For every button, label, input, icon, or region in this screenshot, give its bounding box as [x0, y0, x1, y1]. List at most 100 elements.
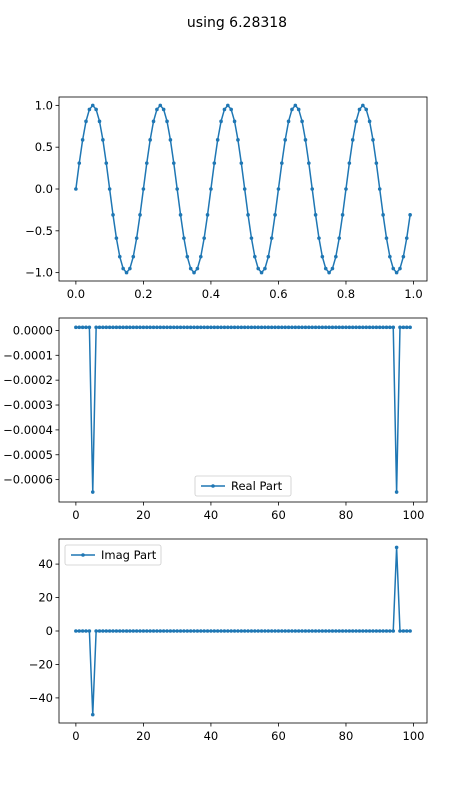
data-point	[94, 107, 98, 112]
data-point	[90, 490, 95, 494]
data-point	[101, 629, 105, 633]
data-point	[347, 161, 352, 165]
data-point	[344, 629, 348, 633]
data-point	[391, 629, 396, 633]
data-point	[134, 236, 139, 240]
data-point	[202, 325, 206, 330]
data-point	[263, 629, 267, 633]
y-tick-label: −0.0002	[3, 373, 53, 387]
data-point	[374, 629, 379, 633]
data-point	[398, 266, 402, 271]
data-point	[114, 236, 119, 240]
data-point	[226, 325, 230, 330]
data-point	[266, 629, 271, 633]
data-point	[334, 325, 338, 330]
data-point	[280, 325, 284, 330]
y-tick-label: 0	[46, 624, 53, 638]
data-point	[327, 629, 331, 633]
legend-box	[64, 544, 162, 566]
data-point	[313, 325, 318, 330]
data-point	[320, 254, 325, 259]
data-point	[128, 266, 132, 271]
data-point	[361, 103, 365, 108]
data-point	[111, 213, 115, 217]
data-point	[198, 629, 203, 633]
data-point	[391, 325, 396, 330]
data-point	[249, 629, 254, 633]
data-point	[269, 236, 274, 240]
data-point	[188, 325, 193, 330]
data-point	[134, 325, 139, 330]
data-point	[97, 119, 102, 124]
data-point	[371, 325, 375, 330]
data-point	[84, 629, 88, 633]
data-point	[175, 187, 179, 191]
data-point	[242, 187, 247, 191]
y-tick-label: 1.0	[35, 98, 53, 112]
data-point	[138, 213, 142, 217]
data-point	[357, 325, 362, 330]
data-point	[232, 629, 237, 633]
data-point	[350, 325, 355, 330]
data-point	[401, 325, 406, 330]
data-point	[364, 107, 369, 112]
data-point	[408, 325, 412, 330]
data-point	[117, 254, 122, 259]
data-point	[354, 325, 358, 330]
data-point	[155, 629, 159, 633]
y-tick-label: −0.0003	[3, 398, 53, 412]
data-point	[104, 161, 109, 165]
x-tick-label: 60	[271, 508, 286, 522]
data-point	[293, 325, 298, 330]
data-point	[148, 629, 152, 633]
data-point	[307, 325, 311, 330]
axes-frame	[58, 317, 428, 503]
data-point	[293, 103, 298, 108]
data-point	[77, 325, 82, 330]
data-point	[404, 325, 409, 330]
data-point	[138, 325, 142, 330]
data-point	[124, 325, 129, 330]
data-point	[131, 629, 136, 633]
data-point	[391, 266, 396, 271]
data-point	[303, 629, 308, 633]
data-point	[286, 325, 291, 330]
x-tick-label: 0.2	[134, 287, 152, 301]
data-point	[182, 629, 186, 633]
data-point	[377, 325, 382, 330]
data-point	[151, 629, 156, 633]
data-point	[209, 325, 213, 330]
data-point	[195, 629, 200, 633]
data-point	[229, 629, 233, 633]
y-tick-label: −0.5	[25, 224, 53, 238]
data-point	[317, 325, 321, 330]
data-point	[107, 325, 112, 330]
data-point	[330, 266, 335, 271]
data-point	[178, 213, 183, 217]
data-point	[215, 629, 220, 633]
data-point	[354, 629, 358, 633]
data-point	[111, 325, 115, 330]
data-point	[155, 325, 159, 330]
data-point	[377, 187, 382, 191]
data-point	[128, 629, 132, 633]
data-point	[97, 325, 102, 330]
data-point	[317, 236, 321, 240]
data-point	[276, 187, 281, 191]
data-point	[283, 325, 288, 330]
data-point	[215, 325, 220, 330]
data-point	[74, 629, 78, 633]
y-tick-label: 20	[38, 591, 53, 605]
data-point	[178, 629, 183, 633]
data-point	[90, 103, 95, 108]
data-point	[408, 629, 412, 633]
data-point	[101, 325, 105, 330]
data-point	[320, 629, 325, 633]
data-point	[212, 325, 217, 330]
data-point	[192, 325, 196, 330]
data-point	[107, 187, 112, 191]
data-point	[124, 270, 129, 275]
x-tick-label: 0.4	[202, 287, 220, 301]
data-point	[192, 629, 196, 633]
